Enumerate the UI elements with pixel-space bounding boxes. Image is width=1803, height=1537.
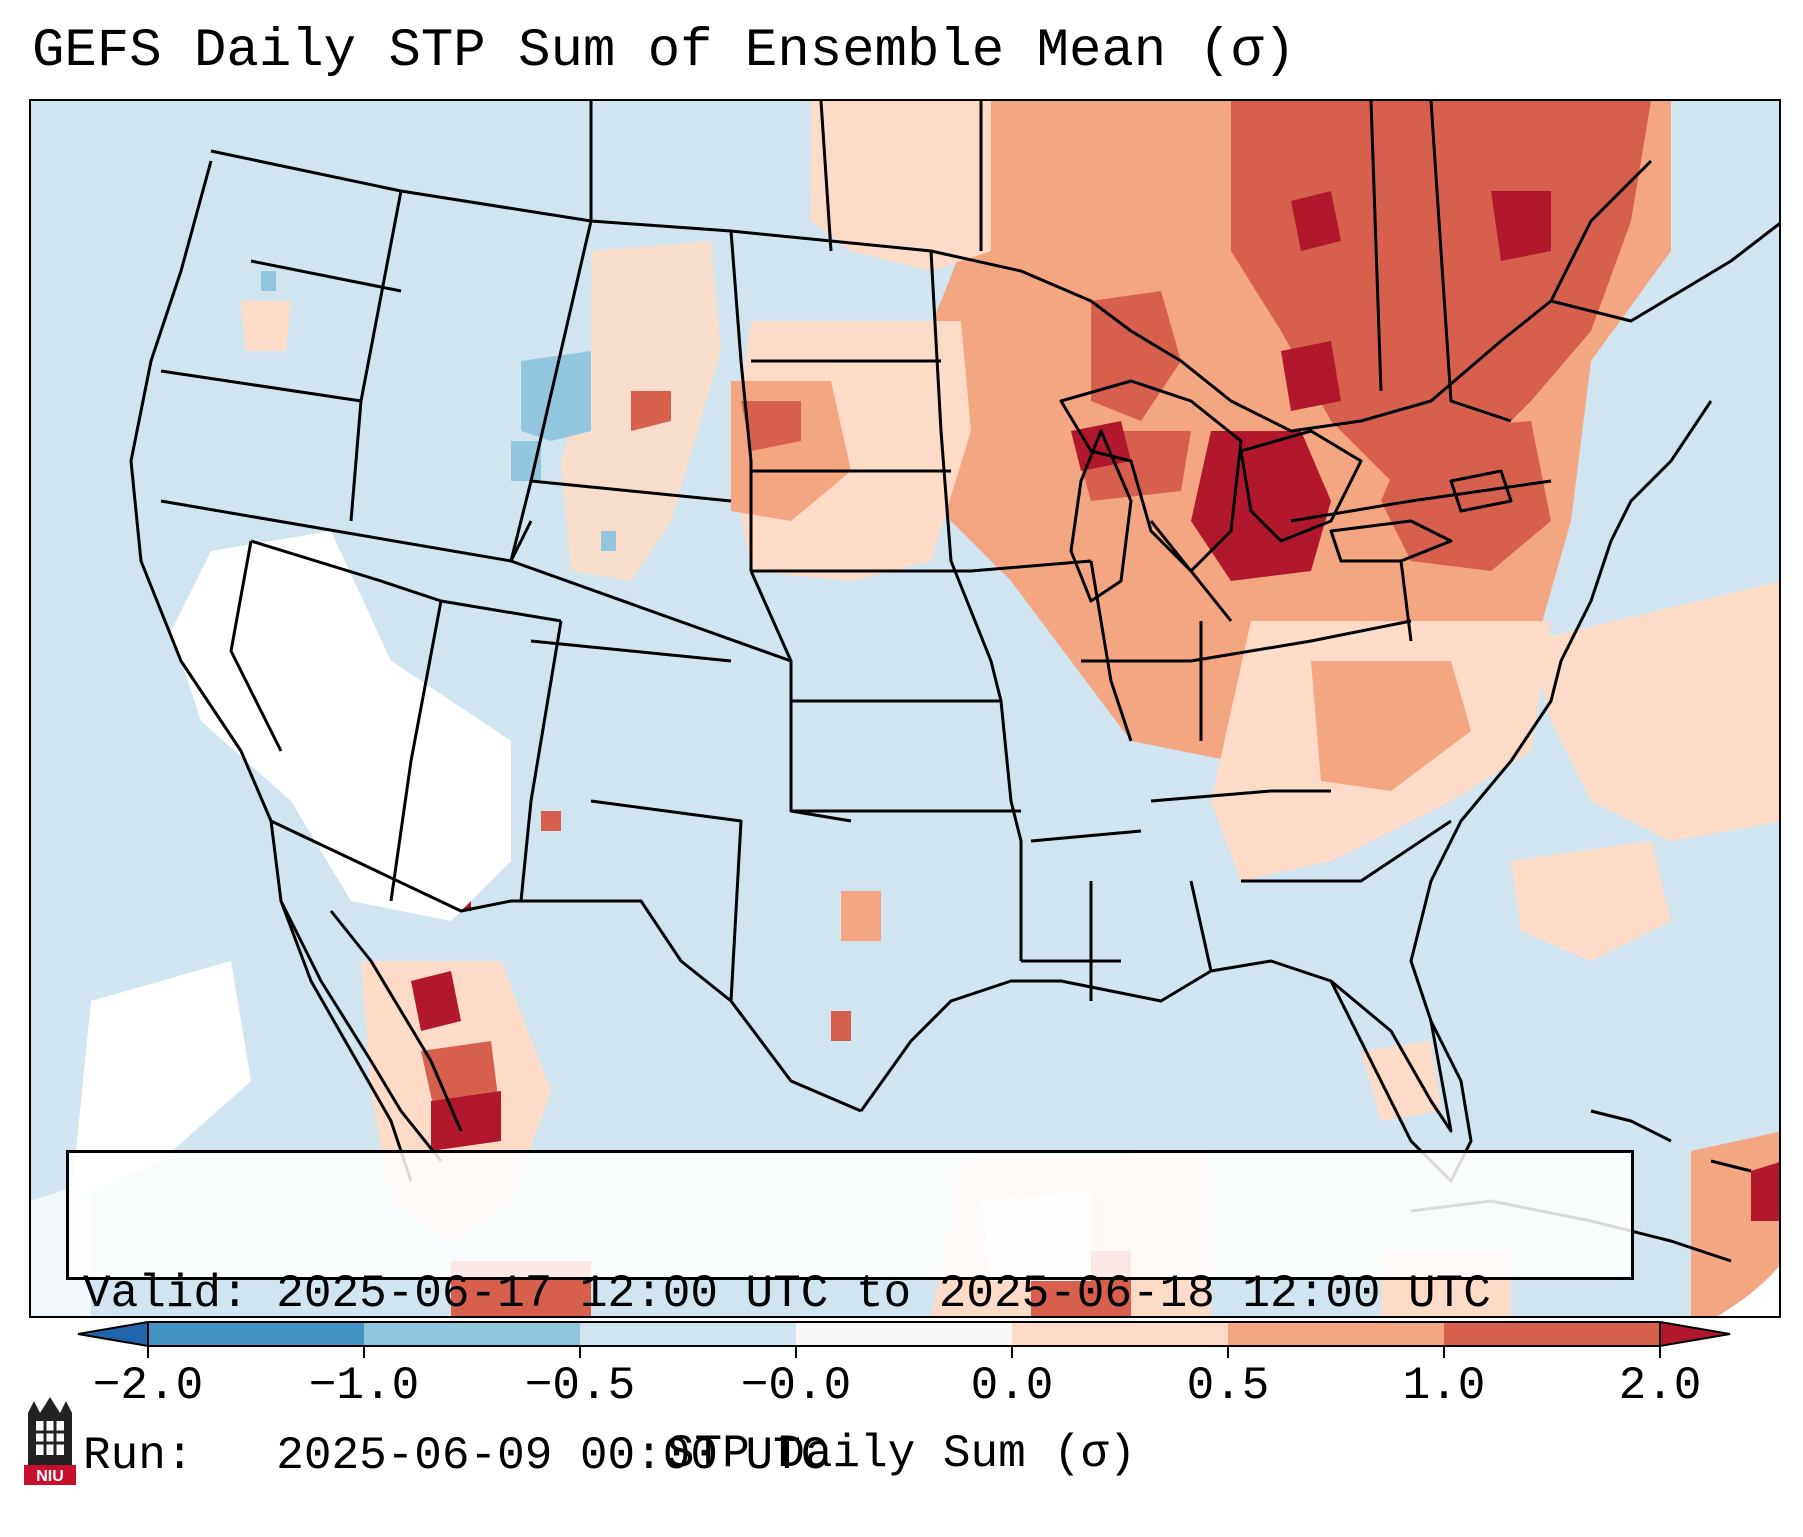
colorbar-tick-label: −0.0 (740, 1360, 852, 1412)
colorbar-tick-label: −0.5 (524, 1360, 636, 1412)
positive-anomaly-fields (241, 101, 1779, 1316)
colorbar-tick-label: 1.0 (1402, 1360, 1486, 1412)
niu-logo-text: NIU (36, 1468, 64, 1485)
colorbar-tick-label: −1.0 (308, 1360, 420, 1412)
colorbar-extend-max (1659, 1320, 1731, 1348)
political-boundaries (129, 101, 1779, 1263)
run-line: Run: 2025-06-09 00:00 UTC (83, 1429, 1617, 1483)
colorbar-tick-label: 0.0 (970, 1360, 1054, 1412)
colorbar-tick-label: 0.5 (1186, 1360, 1270, 1412)
niu-logo-icon: NIU (24, 1397, 76, 1485)
niu-logo: NIU (22, 1395, 78, 1487)
valid-value: 2025-06-17 12:00 UTC to 2025-06-18 12:00… (276, 1268, 1491, 1320)
valid-line: Valid: 2025-06-17 12:00 UTC to 2025-06-1… (83, 1267, 1617, 1321)
run-value: 2025-06-09 00:00 UTC (276, 1430, 829, 1482)
colorbar-tick-label: −2.0 (92, 1360, 204, 1412)
run-label: Run: (83, 1430, 249, 1482)
valid-label: Valid: (83, 1268, 249, 1320)
figure-title: GEFS Daily STP Sum of Ensemble Mean (σ) (32, 21, 1296, 82)
negative-anomaly-fields (261, 271, 616, 551)
map-edge-lower-right (1717, 1266, 1779, 1316)
colorbar-tick-label: 2.0 (1618, 1360, 1702, 1412)
validity-info-box: Valid: 2025-06-17 12:00 UTC to 2025-06-1… (66, 1150, 1634, 1482)
stp-anomaly-map (31, 101, 1779, 1316)
colorbar-label: STP Daily Sum (σ) (666, 1428, 1137, 1480)
map-panel (29, 99, 1781, 1318)
